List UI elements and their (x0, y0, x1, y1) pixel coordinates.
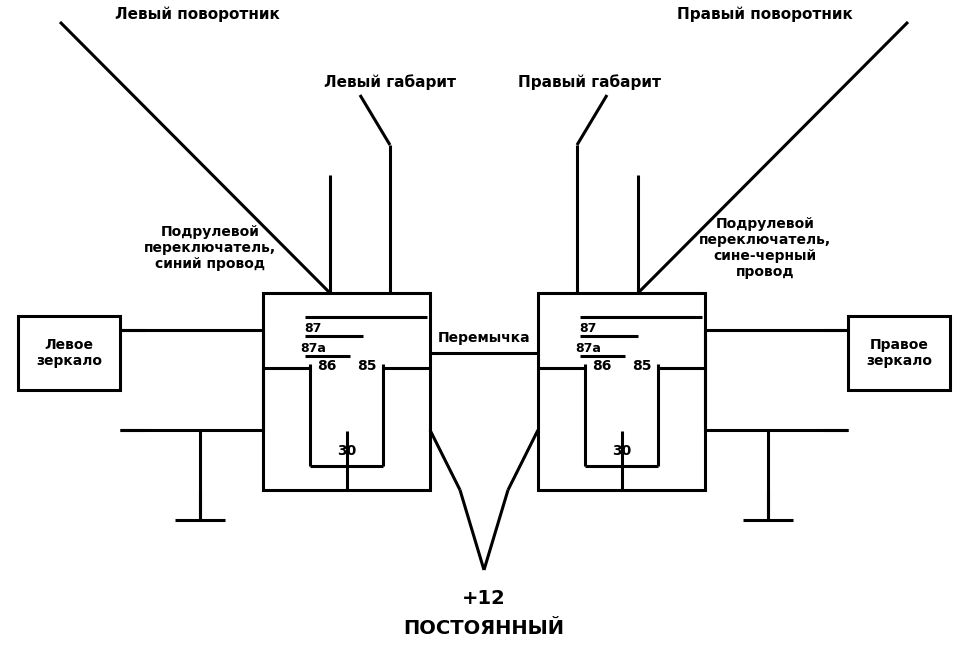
Text: 85: 85 (632, 359, 651, 373)
Bar (18, 316, 120, 390)
Text: 85: 85 (357, 359, 377, 373)
Text: 87a: 87a (300, 342, 326, 355)
Text: Подрулевой
переключатель,
синий провод: Подрулевой переключатель, синий провод (144, 225, 276, 271)
Text: 86: 86 (317, 359, 336, 373)
Text: Правый поворотник: Правый поворотник (678, 7, 853, 22)
Text: Левый габарит: Левый габарит (324, 74, 456, 90)
Text: 30: 30 (337, 443, 356, 458)
Text: Правое
зеркало: Правое зеркало (866, 338, 932, 368)
Text: Подрулевой
переключатель,
сине-черный
провод: Подрулевой переключатель, сине-черный пр… (699, 216, 832, 279)
Text: Левое
зеркало: Левое зеркало (36, 338, 102, 368)
Bar (538, 293, 705, 490)
Text: ПОСТОЯННЫЙ: ПОСТОЯННЫЙ (404, 619, 564, 638)
Text: 86: 86 (591, 359, 611, 373)
Bar (263, 293, 430, 490)
Text: 30: 30 (612, 443, 631, 458)
Text: +12: +12 (462, 589, 506, 608)
Text: Левый поворотник: Левый поворотник (115, 7, 280, 22)
Text: Правый габарит: Правый габарит (519, 74, 661, 90)
Bar (848, 316, 950, 390)
Text: 87a: 87a (575, 342, 601, 355)
Text: 87: 87 (580, 322, 597, 335)
Text: Перемычка: Перемычка (438, 331, 530, 345)
Text: 87: 87 (304, 322, 321, 335)
